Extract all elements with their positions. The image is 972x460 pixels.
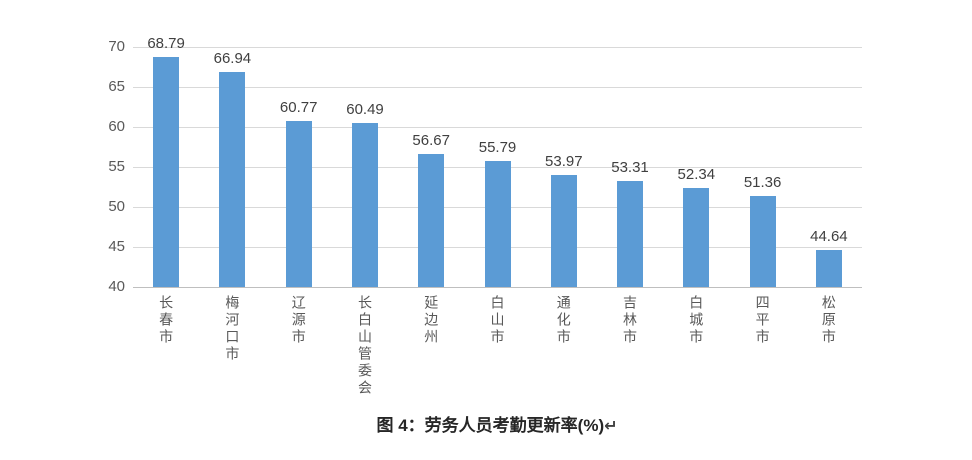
bar-value-label: 52.34 xyxy=(677,166,716,184)
bar-value-label: 55.79 xyxy=(478,138,517,156)
bar-2 xyxy=(219,71,246,287)
bar-value-label: 66.94 xyxy=(213,49,252,67)
bar-value-label: 56.67 xyxy=(412,131,450,149)
y-axis-tick-label: 50 xyxy=(108,198,125,215)
x-axis-category-label: 吉林市 xyxy=(622,295,638,346)
bar-5 xyxy=(418,153,445,287)
x-axis-category-label: 白城市 xyxy=(688,295,705,346)
x-axis-category-label: 延边州 xyxy=(423,295,440,346)
x-axis-category-label: 通化市 xyxy=(555,295,572,346)
figure-caption-text: 图 4：劳务人员考勤更新率(%) xyxy=(376,416,605,435)
bar-value-label: 68.79 xyxy=(147,34,185,52)
x-axis-category-label: 四平市 xyxy=(754,295,771,346)
y-gridline xyxy=(133,87,862,88)
bar-value-label: 51.36 xyxy=(743,174,782,192)
bar-8 xyxy=(617,180,643,287)
bar-9 xyxy=(683,188,710,287)
bar-7 xyxy=(550,175,577,287)
x-axis-category-label: 白山市 xyxy=(489,295,506,346)
y-axis-tick-label: 70 xyxy=(108,38,125,55)
x-axis-category-label: 梅河口市 xyxy=(224,295,241,363)
y-axis-tick-label: 60 xyxy=(108,118,125,135)
x-axis-category-label: 长春市 xyxy=(158,295,175,346)
y-axis-tick-label: 55 xyxy=(108,158,125,175)
bar-value-label: 60.77 xyxy=(279,98,318,116)
figure-caption: 图 4：劳务人员考勤更新率(%)↵ xyxy=(376,411,617,436)
bar-10 xyxy=(749,196,776,287)
x-axis-category-label: 松原市 xyxy=(820,295,837,346)
y-axis-tick-label: 45 xyxy=(108,238,125,255)
bar-value-label: 44.64 xyxy=(810,227,848,245)
bar-value-label: 60.49 xyxy=(346,101,384,119)
bar-3 xyxy=(285,120,312,287)
y-gridline xyxy=(133,47,862,48)
x-axis-category-label: 长白山管委会 xyxy=(357,295,373,397)
y-gridline xyxy=(133,127,862,128)
x-axis-category-label: 辽源市 xyxy=(290,295,307,346)
x-axis-line xyxy=(133,287,862,288)
bar-value-label: 53.97 xyxy=(545,153,583,171)
y-axis-tick-label: 40 xyxy=(108,278,125,295)
paragraph-return-mark: ↵ xyxy=(604,418,618,435)
bar-value-label: 53.31 xyxy=(611,158,649,176)
bar-1 xyxy=(153,56,180,287)
bar-11 xyxy=(815,249,842,287)
bar-6 xyxy=(484,160,511,287)
y-axis-tick-label: 65 xyxy=(108,78,125,95)
bar-4 xyxy=(352,123,378,287)
